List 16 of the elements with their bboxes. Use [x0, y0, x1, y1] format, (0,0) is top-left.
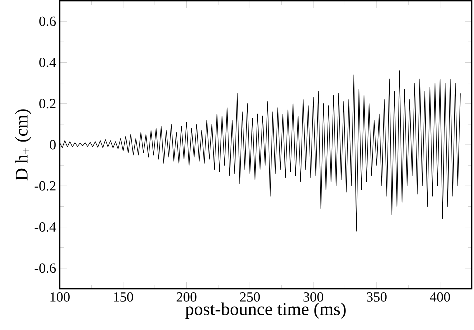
- y-tick-label: 0.2: [40, 99, 56, 109]
- x-tick-label: 300: [304, 292, 324, 302]
- x-tick-label: 200: [176, 292, 197, 302]
- x-tick-label: 350: [367, 292, 387, 302]
- y-tick-label: 0.6: [40, 16, 56, 26]
- x-tick-label: 400: [430, 292, 450, 302]
- y-tick-label: 0: [50, 140, 56, 150]
- x-tick-label: 150: [114, 292, 134, 302]
- y-tick-label: -0.4: [34, 222, 56, 232]
- y-axis-title: D h$_{+}$ (cm): [15, 110, 32, 181]
- x-axis-title: post-bounce time (ms): [186, 302, 346, 320]
- y-tick-label: -0.2: [34, 181, 56, 191]
- y-tick-label: -0.6: [34, 264, 56, 274]
- y-tick-label: 0.4: [40, 58, 56, 68]
- x-tick-label: 250: [240, 292, 260, 302]
- x-tick-label: 100: [50, 292, 70, 302]
